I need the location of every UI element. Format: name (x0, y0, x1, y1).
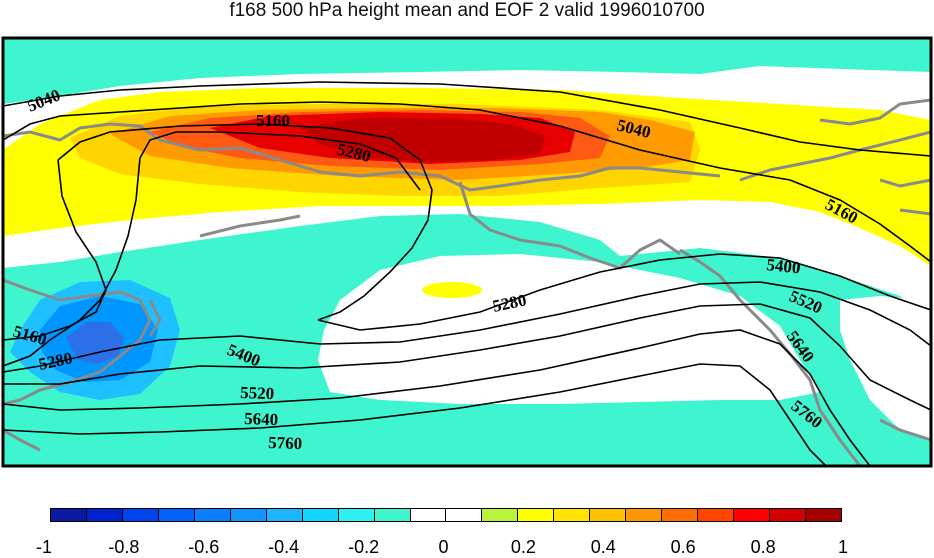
colorbar-segment (481, 509, 518, 521)
colorbar-tick-label: 0 (438, 537, 449, 557)
colorbar-segment (121, 509, 158, 521)
colorbar-tick-label: -0.6 (188, 537, 220, 557)
shade-deepblue (66, 322, 124, 364)
colorbar-segment (301, 509, 338, 521)
colorbar-tick-label: 0.6 (670, 537, 696, 557)
colorbar-segment (85, 509, 122, 521)
shade-yellow-blob (422, 282, 482, 298)
colorbar-segment (445, 509, 482, 521)
colorbar-segment (697, 509, 734, 521)
colorbar-tick-label: -0.4 (268, 537, 300, 557)
coastlines (3, 98, 931, 466)
colorbar-tick-label: 0.8 (750, 537, 776, 557)
colorbar-segment (265, 509, 302, 521)
colorbar-segment (157, 509, 194, 521)
plot-title: f168 500 hPa height mean and EOF 2 valid… (229, 0, 705, 21)
shade-cyan-north (3, 38, 931, 104)
contour-label: 5760 (268, 433, 303, 453)
colorbar-segment (625, 509, 662, 521)
colorbar-segment (51, 509, 86, 521)
shade-white-east (840, 296, 931, 440)
colorbar-segment (769, 509, 806, 521)
colorbar-segment (373, 509, 410, 521)
map-frame (1, 36, 933, 468)
colorbar-segment (589, 509, 626, 521)
contour-label: 5400 (766, 255, 802, 277)
shade-darkred (300, 118, 545, 162)
height-contours (3, 81, 931, 466)
colorbar-segment (337, 509, 374, 521)
colorbar-tick-label: 1 (837, 537, 849, 557)
colorbar-segment (409, 509, 446, 521)
colorbar-tick-label: -0.2 (348, 537, 380, 557)
colorbar-segment (229, 509, 266, 521)
colorbar (50, 508, 842, 522)
contour-label: 5520 (240, 383, 275, 403)
colorbar-tick-label: -0.8 (108, 537, 140, 557)
colorbar-tick-label: 0.2 (510, 537, 536, 557)
colorbar-tick-label: 0.4 (590, 537, 616, 557)
colorbar-segment (733, 509, 770, 521)
colorbar-segment (661, 509, 698, 521)
colorbar-segment (193, 509, 230, 521)
colorbar-segment (517, 509, 554, 521)
contour-label: 5640 (244, 409, 279, 429)
contour-label: 5160 (256, 111, 290, 130)
colorbar-segment (553, 509, 590, 521)
colorbar-tick-label: -1 (35, 537, 53, 557)
colorbar-segment (805, 509, 841, 521)
